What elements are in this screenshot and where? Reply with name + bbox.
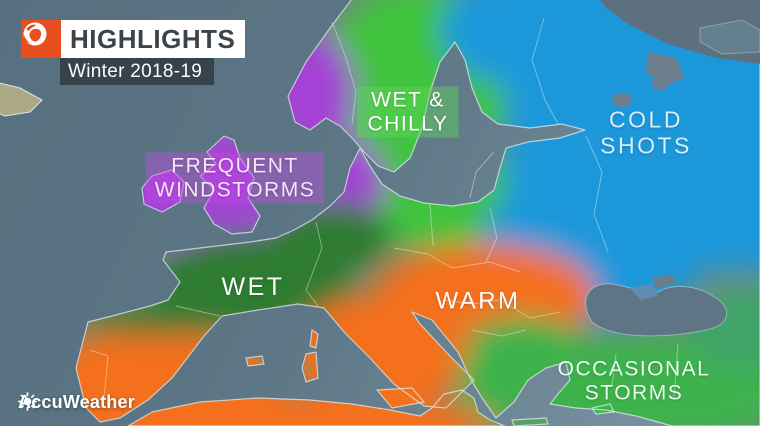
iceland-landmass [0, 82, 43, 117]
brand-name: AccuWeather [18, 392, 135, 412]
crimea [630, 284, 658, 300]
map-label-wet: WET [221, 273, 285, 301]
kola-peninsula [699, 19, 760, 55]
lake-ladoga [612, 93, 632, 107]
season-subtitle: Winter 2018-19 [68, 60, 203, 82]
season-subtitle-box: Winter 2018-19 [60, 58, 215, 85]
sea-of-azov [652, 274, 676, 288]
map-label-wet-chilly: WET & CHILLY [357, 86, 459, 138]
highlights-title-box: HIGHLIGHTS [61, 20, 246, 58]
black-sea [585, 283, 728, 337]
map-label-occasional-storms: OCCASIONAL STORMS [557, 357, 711, 404]
country-borders [89, 17, 679, 399]
lake-onega [652, 78, 668, 90]
map-label-frequent-windstorms: FREQUENT WINDSTORMS [145, 152, 325, 204]
sun-icon [18, 392, 37, 411]
header: HIGHLIGHTS Winter 2018-19 [21, 20, 246, 85]
white-sea [646, 52, 684, 86]
map-label-warm: WARM [435, 287, 521, 315]
map-label-cold-shots: COLD SHOTS [600, 106, 692, 158]
accuweather-brand: AccuWeather [18, 392, 135, 413]
accuweather-globe-icon [21, 20, 61, 58]
page-title: HIGHLIGHTS [70, 23, 236, 54]
sea-overlays [585, 0, 760, 337]
